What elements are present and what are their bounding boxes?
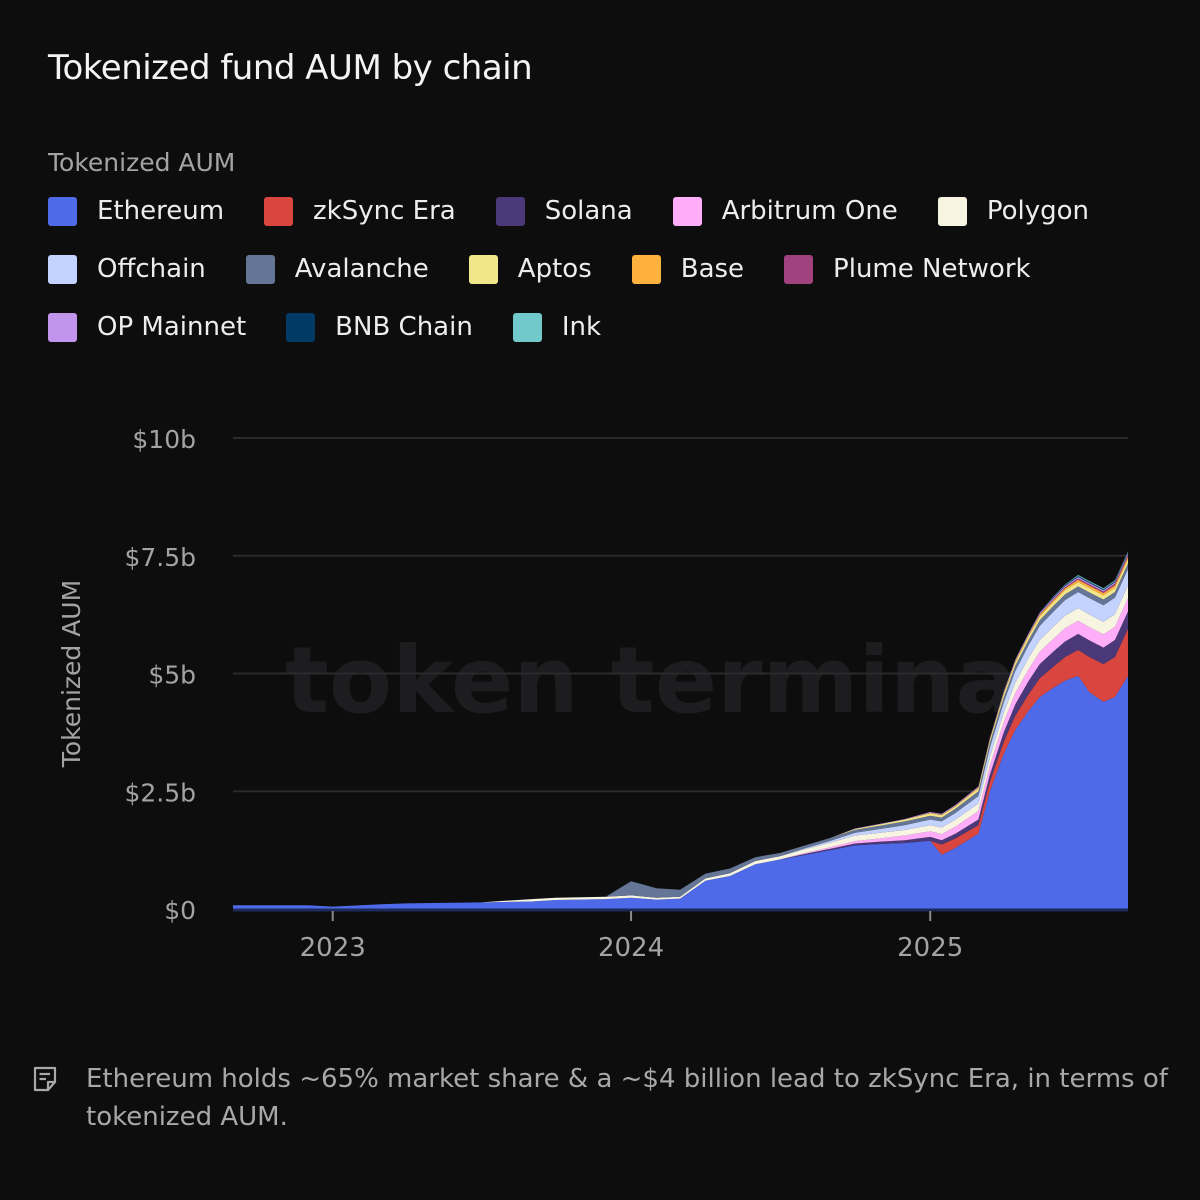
legend-label: zkSync Era xyxy=(313,196,456,226)
legend-label: OP Mainnet xyxy=(97,312,247,342)
legend-label: BNB Chain xyxy=(335,312,473,342)
legend-swatch xyxy=(468,254,498,284)
legend-label: Arbitrum One xyxy=(721,196,898,226)
x-tick-label: 2024 xyxy=(598,933,664,963)
legend-swatch xyxy=(245,254,275,284)
legend-swatch xyxy=(48,196,77,226)
legend-label: Offchain xyxy=(97,254,206,284)
legend-item-polygon[interactable]: Polygon xyxy=(937,196,1089,226)
y-tick-label: $10b xyxy=(132,425,196,454)
legend-label: Ethereum xyxy=(97,196,225,226)
legend-swatch xyxy=(784,254,814,284)
legend-item-base[interactable]: Base xyxy=(631,254,745,284)
legend-swatch xyxy=(672,196,702,226)
footnote-text: Ethereum holds ~65% market share & a ~$4… xyxy=(86,1064,1168,1132)
y-tick-label: $0 xyxy=(164,896,196,925)
chart-title: Tokenized fund AUM by chain xyxy=(48,48,533,88)
legend-swatch xyxy=(512,312,542,342)
watermark: token terminal_ xyxy=(285,627,1095,734)
legend-label: Aptos xyxy=(517,254,592,284)
legend-item-bnb-chain[interactable]: BNB Chain xyxy=(286,312,473,342)
area-ethereum xyxy=(233,675,1128,909)
legend-swatch xyxy=(48,254,77,284)
legend-item-ethereum[interactable]: Ethereum xyxy=(48,196,224,226)
legend-swatch xyxy=(264,196,294,226)
x-tick-label: 2023 xyxy=(300,933,366,963)
legend-item-ink[interactable]: Ink xyxy=(512,312,602,342)
legend-item-aptos[interactable]: Aptos xyxy=(468,254,592,284)
area-aptos xyxy=(233,559,1128,907)
legend-swatch xyxy=(495,196,525,226)
legend-item-avalanche[interactable]: Avalanche xyxy=(245,254,429,284)
chart-legend: Ethereum zkSync Era Solana Arbitrum One Poly… xyxy=(48,196,1168,342)
legend-item-offchain[interactable]: Offchain xyxy=(48,254,206,284)
legend-label: Polygon xyxy=(986,196,1089,226)
legend-item-solana[interactable]: Solana xyxy=(495,196,633,226)
legend-swatch xyxy=(631,254,661,284)
legend-item-op-mainnet[interactable]: OP Mainnet xyxy=(48,312,246,342)
legend-swatch xyxy=(937,196,967,226)
y-tick-label: $7.5b xyxy=(124,543,196,572)
y-tick-label: $5b xyxy=(148,661,196,690)
legend-label: Plume Network xyxy=(833,254,1031,284)
stacked-area-chart: token terminal_ $0 $2.5b $5b $7.5b $10b Tokeni… xyxy=(57,425,1128,963)
legend-swatch xyxy=(286,312,316,342)
legend-item-arbitrum-one[interactable]: Arbitrum One xyxy=(672,196,898,226)
legend-item-plume-network[interactable]: Plume Network xyxy=(784,254,1031,284)
legend-label: Avalanche xyxy=(294,254,429,284)
legend-swatch xyxy=(48,312,77,342)
legend-label: Base xyxy=(680,254,745,284)
legend-label: Ink xyxy=(561,312,602,342)
y-axis-title: Tokenized AUM xyxy=(57,580,86,768)
x-tick-label: 2025 xyxy=(897,933,963,963)
legend-title: Tokenized AUM xyxy=(48,148,236,177)
legend-label: Solana xyxy=(544,196,633,226)
y-tick-label: $2.5b xyxy=(124,778,196,807)
footnote: Ethereum holds ~65% market share & a ~$4… xyxy=(30,1060,1170,1136)
legend-item-zksync-era[interactable]: zkSync Era xyxy=(264,196,456,226)
note-icon xyxy=(33,1066,57,1092)
